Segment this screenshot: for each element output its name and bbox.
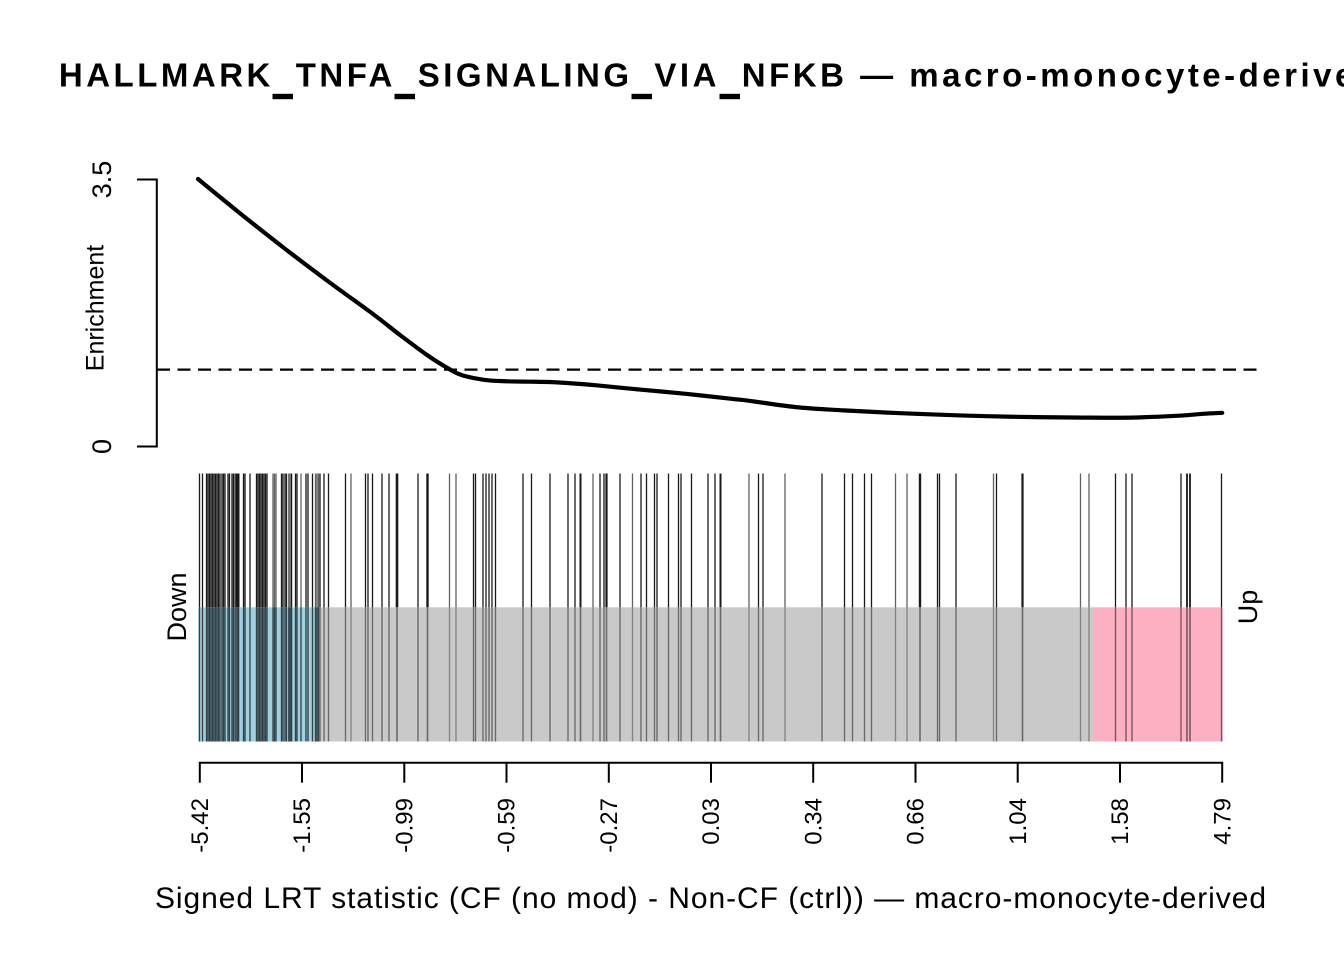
svg-text:4.79: 4.79: [1209, 798, 1236, 845]
svg-text:-1.55: -1.55: [289, 798, 316, 853]
svg-text:HALLMARK_TNFA_SIGNALING_VIA_NF: HALLMARK_TNFA_SIGNALING_VIA_NFKB — macro…: [59, 57, 1344, 94]
svg-text:1.04: 1.04: [1005, 798, 1032, 845]
svg-text:Signed LRT statistic (CF (no m: Signed LRT statistic (CF (no mod) - Non-…: [155, 882, 1267, 915]
svg-text:Up: Up: [1233, 590, 1263, 625]
svg-text:-0.99: -0.99: [392, 798, 419, 853]
svg-text:0.03: 0.03: [698, 798, 725, 845]
svg-text:-0.59: -0.59: [494, 798, 521, 853]
svg-text:1.58: 1.58: [1107, 798, 1134, 845]
svg-text:3.5: 3.5: [87, 161, 117, 199]
svg-text:-5.42: -5.42: [187, 798, 214, 853]
svg-text:Enrichment: Enrichment: [82, 245, 110, 371]
svg-text:0.34: 0.34: [800, 798, 827, 845]
svg-text:0.66: 0.66: [903, 798, 930, 845]
svg-text:Down: Down: [162, 572, 192, 641]
svg-text:-0.27: -0.27: [596, 798, 623, 853]
svg-text:0: 0: [87, 439, 117, 454]
